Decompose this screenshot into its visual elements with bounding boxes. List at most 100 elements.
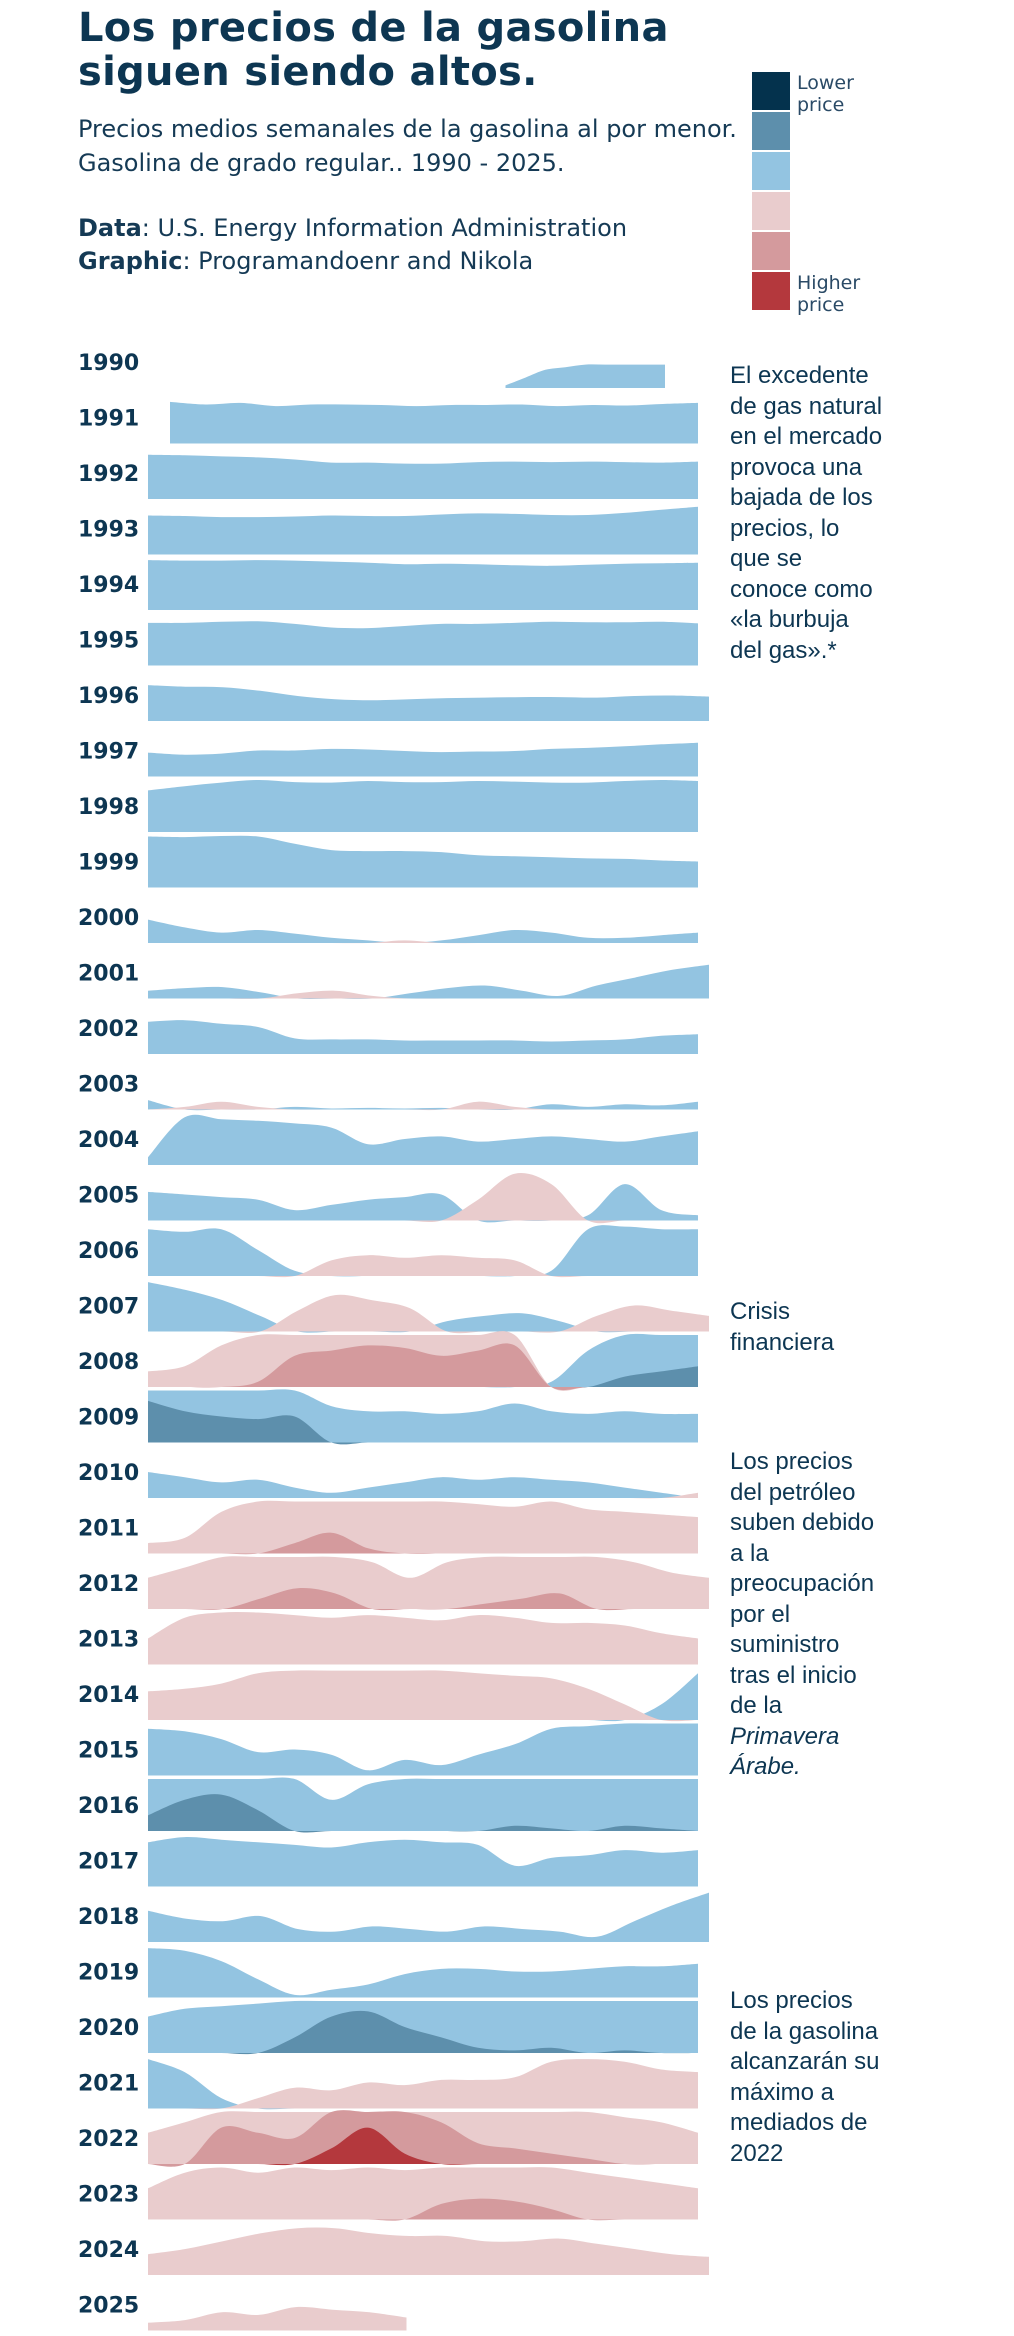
year-row-2006: 2006	[78, 1225, 698, 1278]
band-pos-1-1993	[148, 506, 698, 555]
year-row-1991: 1991	[78, 401, 698, 444]
year-label-1996: 1996	[78, 684, 139, 709]
year-label-2000: 2000	[78, 906, 139, 931]
band-neg-1-2007	[148, 1294, 709, 1334]
year-label-2010: 2010	[78, 1461, 139, 1486]
band-pos-1-2003	[148, 1100, 698, 1111]
band-pos-1-2002	[148, 1020, 698, 1054]
year-label-2020: 2020	[78, 2016, 139, 2041]
year-row-2016: 2016	[78, 1777, 698, 1833]
band-neg-1-2005	[148, 1173, 698, 1224]
band-pos-1-1995	[148, 621, 698, 666]
year-row-2022: 2022	[78, 2110, 698, 2167]
year-row-1997: 1997	[78, 740, 698, 777]
band-pos-2-2009	[148, 1400, 698, 1445]
band-neg-1-2006	[148, 1255, 698, 1278]
band-pos-1-2021	[148, 2059, 698, 2110]
band-pos-1-1990	[505, 364, 665, 388]
year-label-2019: 2019	[78, 1961, 139, 1986]
band-pos-1-2020	[148, 2000, 698, 2053]
band-neg-1-2023	[148, 2167, 698, 2220]
year-row-2012: 2012	[78, 1556, 709, 1611]
legend-swatch-1	[752, 72, 790, 110]
year-row-2002: 2002	[78, 1017, 698, 1054]
band-neg-2-2022	[148, 2110, 698, 2167]
year-label-2013: 2013	[78, 1628, 139, 1653]
year-label-1992: 1992	[78, 462, 139, 487]
band-pos-1-1997	[148, 742, 698, 777]
horizon-chart: 1990 1991 1992 1993 1994 1995 1996 1997 1998 1999…	[78, 351, 709, 2331]
band-pos-2-2016	[148, 1794, 698, 1833]
band-pos-1-2019	[148, 1948, 698, 1998]
year-row-2017: 2017	[78, 1837, 698, 1887]
legend-label-low: Lower price	[797, 72, 854, 116]
band-pos-2-2008	[148, 1366, 698, 1388]
annotation-peak-2022: Los precios de la gasolina alcanzarán su…	[730, 1987, 880, 2167]
year-label-1995: 1995	[78, 629, 139, 654]
year-label-2015: 2015	[78, 1739, 139, 1764]
year-row-1990: 1990	[78, 351, 665, 388]
band-neg-1-2000	[148, 940, 698, 944]
year-label-1993: 1993	[78, 518, 139, 543]
band-pos-1-2000	[148, 919, 698, 943]
year-row-2000: 2000	[78, 906, 698, 944]
legend: Lower price Higher price	[752, 72, 862, 322]
band-neg-1-2003	[148, 1101, 698, 1111]
band-neg-1-2012	[148, 1556, 709, 1609]
annotation-arab-spring-text: Los precios del petróleo suben debido a …	[730, 1448, 875, 1719]
year-label-2016: 2016	[78, 1794, 139, 1819]
year-label-2014: 2014	[78, 1683, 139, 1708]
band-neg-1-2025	[148, 2306, 407, 2331]
year-row-2025: 2025	[78, 2294, 407, 2331]
year-label-2023: 2023	[78, 2183, 139, 2208]
year-label-1994: 1994	[78, 573, 139, 598]
band-pos-2-2020	[148, 2010, 698, 2055]
annotation-gas-bubble: El excedente de gas natural en el mercad…	[730, 362, 883, 664]
band-pos-1-2001	[148, 964, 709, 999]
year-row-2018: 2018	[78, 1892, 709, 1942]
band-pos-1-2007	[148, 1282, 709, 1333]
band-pos-1-2006	[148, 1225, 698, 1277]
band-neg-2-2023	[148, 2198, 698, 2221]
legend-swatch-5	[752, 232, 790, 270]
band-neg-2-2012	[148, 1588, 709, 1611]
legend-swatch-4	[752, 192, 790, 230]
band-neg-1-2021	[148, 2059, 698, 2110]
band-neg-1-2001	[148, 990, 709, 999]
data-source-value: : U.S. Energy Information Administration	[141, 214, 628, 242]
year-row-1992: 1992	[78, 454, 698, 499]
year-row-1995: 1995	[78, 621, 698, 666]
year-row-2005: 2005	[78, 1173, 698, 1224]
year-label-2021: 2021	[78, 2072, 139, 2097]
band-pos-1-2005	[148, 1184, 698, 1223]
year-row-2023: 2023	[78, 2167, 698, 2221]
band-neg-1-2011	[148, 1500, 698, 1554]
year-row-2020: 2020	[78, 2000, 698, 2055]
legend-swatch-6	[752, 272, 790, 310]
band-pos-1-2010	[148, 1472, 698, 1498]
band-pos-1-1994	[148, 560, 698, 610]
band-pos-1-2015	[148, 1723, 698, 1776]
band-neg-1-2014	[148, 1670, 698, 1722]
band-pos-1-2018	[148, 1892, 709, 1942]
annotation-arab-spring: Los precios del petróleo suben debido a …	[730, 1447, 885, 1783]
year-label-1990: 1990	[78, 351, 139, 376]
year-row-2021: 2021	[78, 2059, 698, 2110]
graphic-credit: Graphic: Programandoenr and Nikola	[78, 245, 533, 277]
year-label-2006: 2006	[78, 1239, 139, 1264]
year-row-2013: 2013	[78, 1611, 698, 1665]
year-label-2004: 2004	[78, 1128, 139, 1153]
band-neg-2-2008	[148, 1343, 698, 1391]
band-pos-1-1996	[148, 685, 709, 721]
year-label-2024: 2024	[78, 2238, 139, 2263]
year-label-2003: 2003	[78, 1073, 139, 1098]
chart-subtitle: Precios medios semanales de la gasolina …	[78, 115, 737, 177]
band-neg-1-2013	[148, 1611, 698, 1665]
year-row-1994: 1994	[78, 560, 698, 610]
year-row-2015: 2015	[78, 1723, 698, 1776]
year-label-2017: 2017	[78, 1850, 139, 1875]
year-label-2009: 2009	[78, 1406, 139, 1431]
year-row-2009: 2009	[78, 1389, 698, 1445]
year-label-2008: 2008	[78, 1350, 139, 1375]
band-pos-1-1992	[148, 454, 698, 499]
